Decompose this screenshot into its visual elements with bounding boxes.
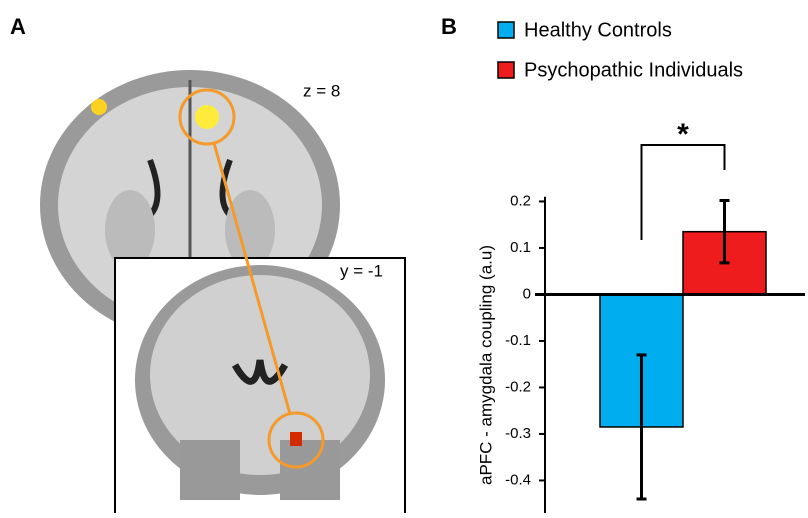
significance-bracket: [642, 145, 725, 240]
significance-marker: *: [677, 118, 689, 151]
slice-label: z = 8: [303, 81, 340, 100]
y-axis-label: aPFC - amygdala coupling (a.u): [476, 245, 495, 485]
panel-label: B: [441, 14, 457, 39]
y-tick-label: -0.4: [505, 471, 531, 488]
y-tick-label: 0.1: [510, 239, 531, 256]
legend-swatch: [498, 22, 514, 38]
legend-label: Healthy Controls: [524, 19, 672, 41]
legend-label: Psychopathic Individuals: [524, 59, 743, 81]
legend-swatch: [498, 62, 514, 78]
y-tick-label: -0.3: [505, 425, 531, 442]
panel-label: A: [10, 14, 26, 39]
y-tick-label: -0.1: [505, 332, 531, 349]
slice-label: y = -1: [340, 261, 383, 280]
y-tick-label: 0: [523, 285, 531, 302]
figure: A z = 8 y = -1 B aPFC - amygdala couplin…: [0, 0, 808, 513]
y-tick-label: -0.2: [505, 378, 531, 395]
y-tick-label: 0.2: [510, 192, 531, 209]
